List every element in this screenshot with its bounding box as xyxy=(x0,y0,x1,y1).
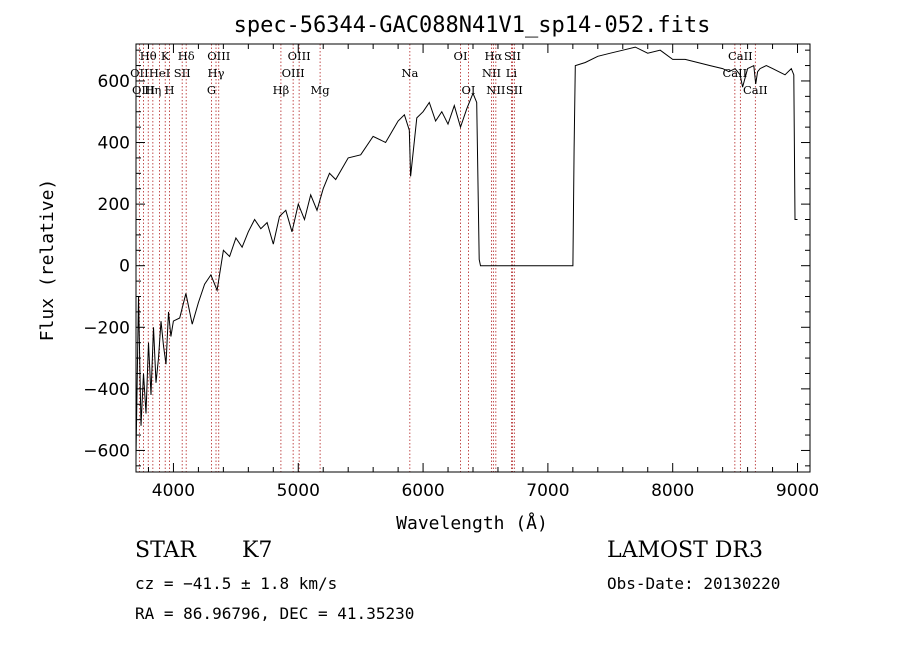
line-label-8: Hδ xyxy=(178,49,195,63)
object-class: STAR xyxy=(135,538,196,563)
y-tick-label-5: 400 xyxy=(98,134,130,154)
line-label-10: Hγ xyxy=(208,66,225,80)
line-label-23: NII xyxy=(486,83,505,97)
redshift-cz: cz = −41.5 ± 1.8 km/s xyxy=(135,574,338,593)
spectrum-line xyxy=(135,46,798,457)
line-label-22: Li xyxy=(506,66,518,80)
line-label-13: OIII xyxy=(288,49,311,63)
axis-ticks: 4000 5000 6000 7000 8000 9000 −600 −400 −200 0 200… xyxy=(83,44,819,501)
line-label-18: OI xyxy=(462,83,476,97)
x-tick-label-3: 7000 xyxy=(526,481,569,501)
line-label-0: Hθ xyxy=(140,49,157,63)
line-label-21: NII xyxy=(482,66,501,80)
y-tick-label-2: −200 xyxy=(83,318,130,338)
line-label-25: CaII xyxy=(728,49,753,63)
x-tick-label-1: 5000 xyxy=(277,481,320,501)
y-tick-label-1: −400 xyxy=(83,380,130,400)
observation-date: Obs-Date: 20130220 xyxy=(607,574,781,593)
plot-frame xyxy=(135,43,811,473)
x-tick-label-5: 9000 xyxy=(776,481,819,501)
coordinates: RA = 86.96796, DEC = 41.35230 xyxy=(135,604,415,623)
line-label-2: OIII xyxy=(132,83,155,97)
y-tick-label-3: 0 xyxy=(119,257,130,277)
y-tick-label-6: 600 xyxy=(98,72,130,92)
line-label-1: OII xyxy=(130,66,149,80)
emission-line-labels: Hθ OII OIII K HeI Hη SII H Hδ OIII Hγ G Hβ OIII OIII Mg… xyxy=(130,49,768,97)
line-label-20: SII xyxy=(504,49,521,63)
line-label-26: CaII xyxy=(722,66,747,80)
y-tick-label-4: 200 xyxy=(98,195,130,215)
line-label-3: K xyxy=(161,49,170,63)
y-axis-label: Flux (relative) xyxy=(37,179,58,342)
x-tick-label-0: 4000 xyxy=(152,481,195,501)
line-label-17: OI xyxy=(454,49,468,63)
y-tick-label-0: −600 xyxy=(83,441,130,461)
line-label-16: Na xyxy=(401,66,418,80)
x-tick-label-2: 6000 xyxy=(401,481,444,501)
line-label-6: SII xyxy=(174,66,191,80)
line-label-27: CaII xyxy=(743,83,768,97)
emission-line-markers xyxy=(138,44,756,472)
line-label-19: Hα xyxy=(484,49,502,63)
line-label-7: H xyxy=(165,83,175,97)
line-label-12: Hβ xyxy=(273,83,290,97)
x-tick-label-4: 8000 xyxy=(651,481,694,501)
line-label-4: HeI xyxy=(149,66,170,80)
line-label-14: OIII xyxy=(282,66,305,80)
line-label-11: G xyxy=(207,83,216,97)
line-label-9: OIII xyxy=(207,49,230,63)
survey-name: LAMOST DR3 xyxy=(607,538,763,563)
object-subclass: K7 xyxy=(242,538,273,563)
line-label-15: Mg xyxy=(311,83,331,97)
line-label-24: SII xyxy=(506,83,523,97)
chart-title: spec-56344-GAC088N41V1_sp14-052.fits xyxy=(234,13,711,38)
line-label-5: Hη xyxy=(144,83,161,97)
x-axis-label: Wavelength (Å) xyxy=(396,512,548,534)
